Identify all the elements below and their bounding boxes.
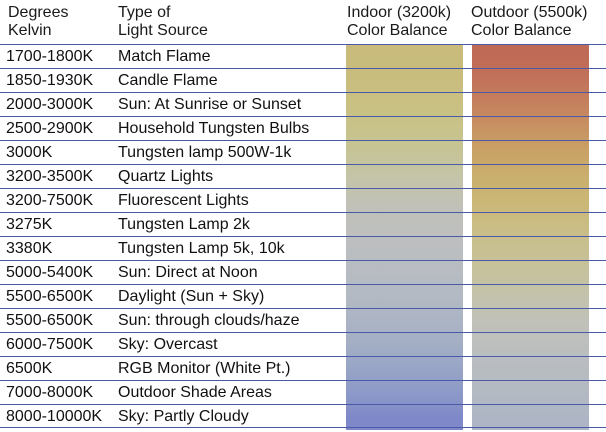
outdoor-color-swatch-column <box>472 44 589 430</box>
table-row: 3200-7500K Fluorescent Lights <box>0 188 606 212</box>
kelvin-value: 2000-3000K <box>6 96 94 113</box>
kelvin-value: 2500-2900K <box>6 120 94 137</box>
kelvin-value: 6000-7500K <box>6 336 94 353</box>
table-row: 5000-5400K Sun: Direct at Noon <box>0 260 606 284</box>
table-row: 3380K Tungsten Lamp 5k, 10k <box>0 236 606 260</box>
light-source-label: Quartz Lights <box>118 168 214 185</box>
table-row: 1700-1800K Match Flame <box>0 44 606 68</box>
table-row: 3200-3500K Quartz Lights <box>0 164 606 188</box>
light-source-label: Sun: through clouds/haze <box>118 312 300 329</box>
header-light-source: Type of Light Source <box>118 4 208 39</box>
header-outdoor-color-balance: Outdoor (5500k) Color Balance <box>471 4 588 39</box>
table-row: 6000-7500K Sky: Overcast <box>0 332 606 356</box>
kelvin-value: 3200-7500K <box>6 192 94 209</box>
kelvin-value: 5500-6500K <box>6 288 94 305</box>
light-source-label: Sky: Partly Cloudy <box>118 408 249 425</box>
light-source-label: Sun: Direct at Noon <box>118 264 258 281</box>
kelvin-value: 6500K <box>6 360 53 377</box>
light-source-label: Household Tungsten Bulbs <box>118 120 310 137</box>
light-source-label: Tungsten lamp 500W-1k <box>118 144 292 161</box>
table-row: 7000-8000K Outdoor Shade Areas <box>0 380 606 404</box>
kelvin-value: 3275K <box>6 216 53 233</box>
table-row: 8000-10000K Sky: Partly Cloudy <box>0 404 606 428</box>
table-row: 2500-2900K Household Tungsten Bulbs <box>0 116 606 140</box>
light-source-label: Candle Flame <box>118 72 218 89</box>
kelvin-value: 3380K <box>6 240 53 257</box>
light-source-label: Match Flame <box>118 48 211 65</box>
light-source-label: Fluorescent Lights <box>118 192 249 209</box>
kelvin-value: 5000-5400K <box>6 264 94 281</box>
light-source-label: Sky: Overcast <box>118 336 218 353</box>
table-row: 3275K Tungsten Lamp 2k <box>0 212 606 236</box>
light-source-label: Tungsten Lamp 5k, 10k <box>118 240 285 257</box>
kelvin-value: 3000K <box>6 144 53 161</box>
table-header: Degrees Kelvin Type of Light Source Indo… <box>0 0 606 44</box>
light-source-label: Outdoor Shade Areas <box>118 384 272 401</box>
kelvin-value: 5500-6500K <box>6 312 94 329</box>
kelvin-value: 1850-1930K <box>6 72 94 89</box>
indoor-color-swatch-column <box>346 44 463 430</box>
light-source-label: RGB Monitor (White Pt.) <box>118 360 291 377</box>
table-row: 1850-1930K Candle Flame <box>0 68 606 92</box>
light-source-label: Tungsten Lamp 2k <box>118 216 250 233</box>
kelvin-value: 3200-3500K <box>6 168 94 185</box>
header-degrees-kelvin: Degrees Kelvin <box>8 4 69 39</box>
table-row: 5500-6500K Sun: through clouds/haze <box>0 308 606 332</box>
table-row: 6500K RGB Monitor (White Pt.) <box>0 356 606 380</box>
kelvin-value: 8000-10000K <box>6 408 103 425</box>
table-row: 5500-6500K Daylight (Sun + Sky) <box>0 284 606 308</box>
kelvin-value: 1700-1800K <box>6 48 94 65</box>
light-source-label: Daylight (Sun + Sky) <box>118 288 265 305</box>
header-indoor-color-balance: Indoor (3200k) Color Balance <box>347 4 452 39</box>
table-row: 2000-3000K Sun: At Sunrise or Sunset <box>0 92 606 116</box>
kelvin-value: 7000-8000K <box>6 384 94 401</box>
table-row: 3000K Tungsten lamp 500W-1k <box>0 140 606 164</box>
light-source-label: Sun: At Sunrise or Sunset <box>118 96 302 113</box>
